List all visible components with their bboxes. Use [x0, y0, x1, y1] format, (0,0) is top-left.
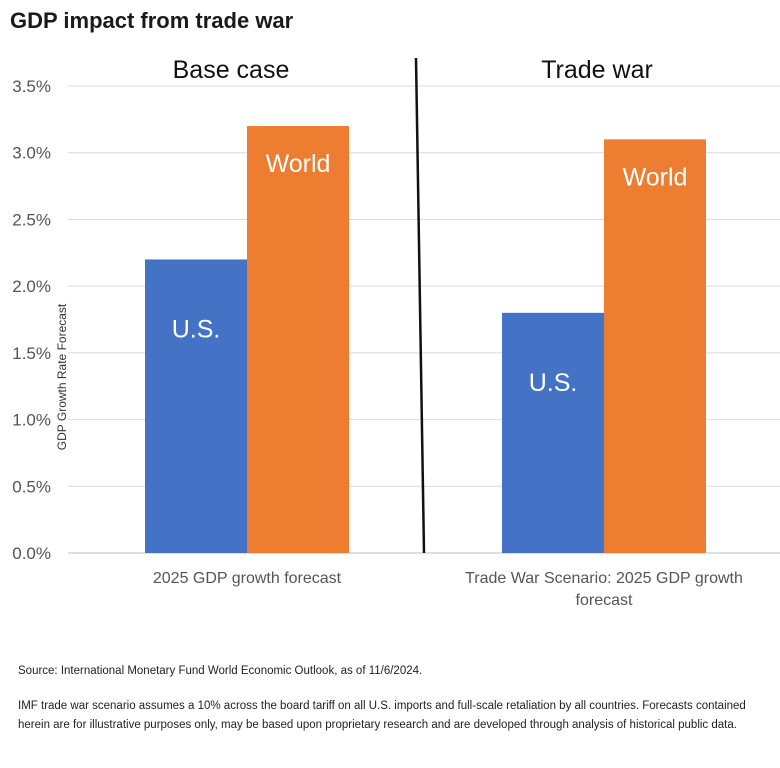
bar-world	[604, 139, 706, 553]
y-tick-label: 0.0%	[12, 544, 51, 563]
bars: U.S. U.S. World World	[145, 126, 706, 554]
bar-us	[502, 312, 604, 553]
y-tick-label: 1.0%	[12, 411, 51, 430]
disclaimer-note: IMF trade war scenario assumes a 10% acr…	[18, 700, 746, 731]
y-tick-label: 3.0%	[12, 144, 51, 163]
x-category-label: 2025 GDP growth forecast	[153, 570, 342, 587]
y-tick-label: 2.0%	[12, 277, 51, 296]
page-title: GDP impact from trade war	[10, 8, 294, 33]
scenario-divider	[414, 57, 426, 554]
panel-label: Trade war	[541, 56, 653, 84]
source-note: Source: International Monetary Fund Worl…	[18, 665, 423, 677]
bar-series-label: U.S.	[172, 315, 221, 343]
bar-series-label: World	[266, 150, 331, 178]
y-tick-label: 1.5%	[12, 344, 51, 363]
bar-series-label: World	[623, 163, 688, 191]
bar-world	[247, 126, 349, 554]
x-category-label: Trade War Scenario: 2025 GDP growth forec…	[465, 570, 743, 609]
y-tick-label: 2.5%	[12, 210, 51, 229]
x-axis-categories: 2025 GDP growth forecast Trade War Scenar…	[153, 570, 743, 609]
y-tick-label: 0.5%	[12, 477, 51, 496]
bar-series-label: U.S.	[529, 369, 578, 397]
panel-labels: Base case Trade war	[173, 56, 653, 84]
panel-label: Base case	[173, 56, 290, 84]
bar-us	[145, 259, 247, 553]
y-axis-label: GDP Growth Rate Forecast	[55, 303, 69, 450]
y-tick-label: 3.5%	[12, 77, 51, 96]
y-axis-ticks: 0.0% 0.5% 1.0% 1.5% 2.0% 2.5% 3.0% 3.5%	[12, 77, 51, 563]
bar-chart: 0.0% 0.5% 1.0% 1.5% 2.0% 2.5% 3.0% 3.5% GDP Gro…	[12, 56, 780, 609]
